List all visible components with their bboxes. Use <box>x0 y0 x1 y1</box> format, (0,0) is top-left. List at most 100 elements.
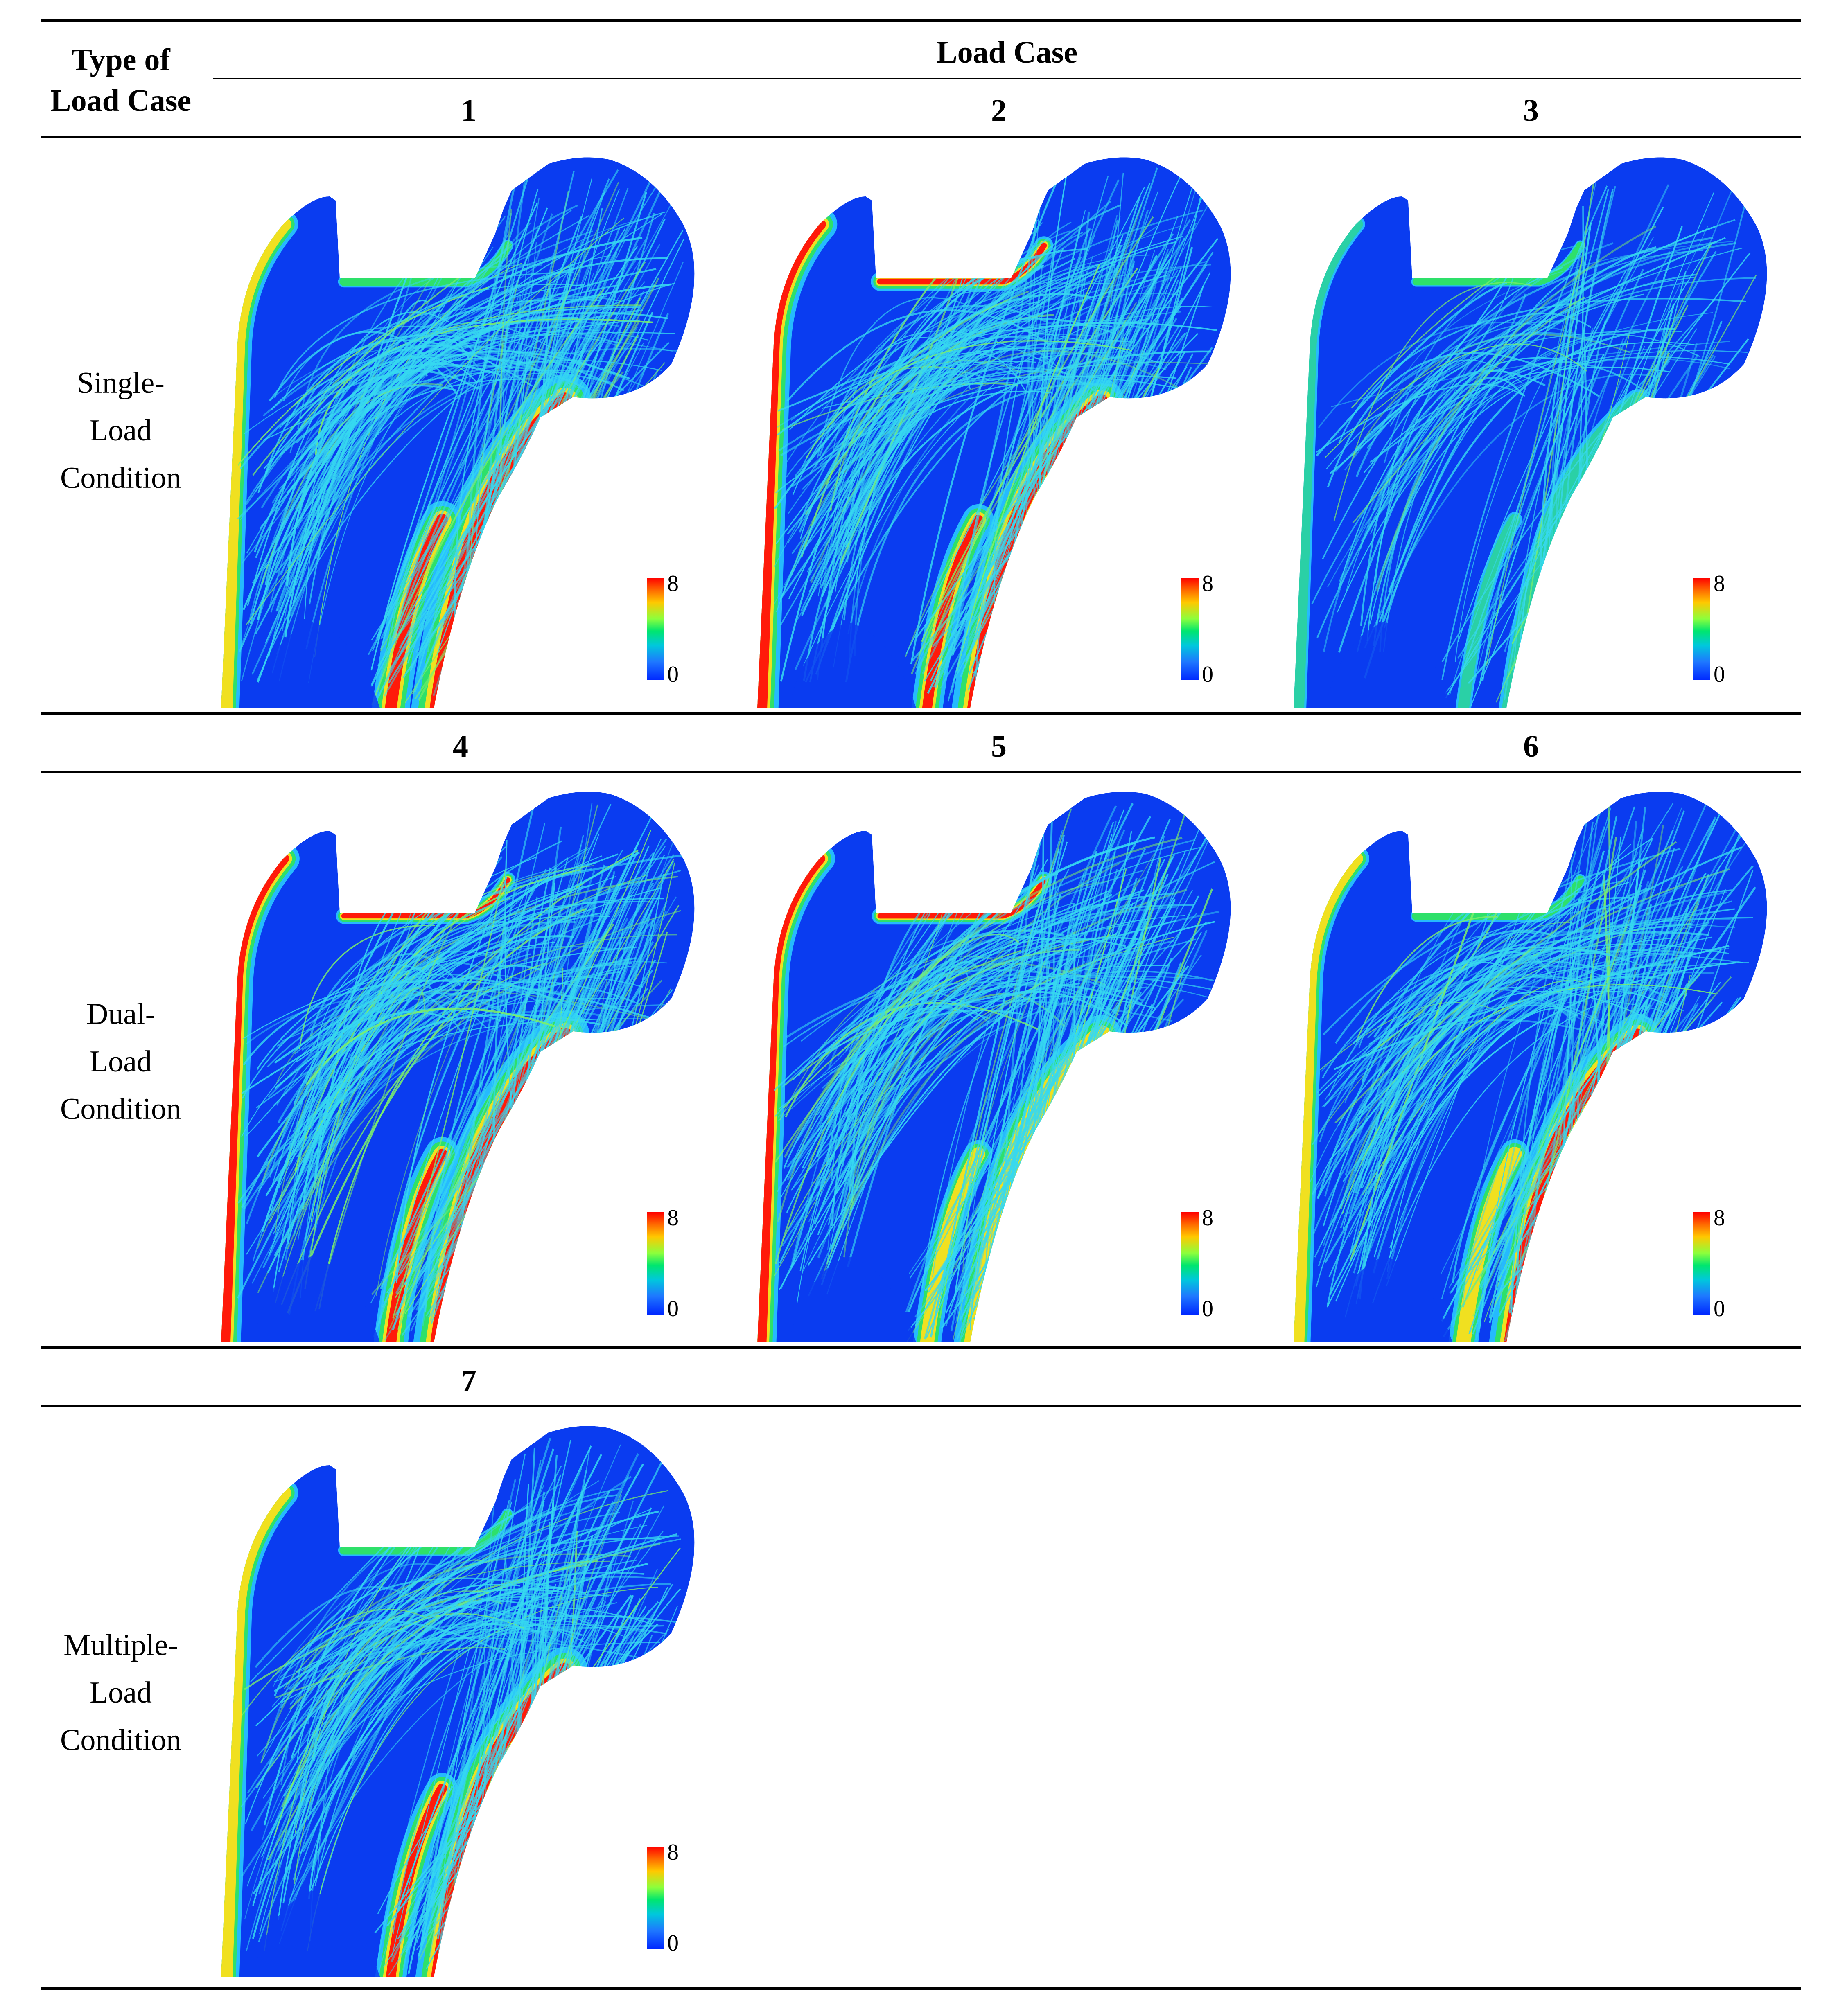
trabecular-line <box>305 861 596 1084</box>
trabecular-line <box>815 348 997 675</box>
trabecular-line <box>241 1476 632 1877</box>
trabecular-line <box>1364 328 1676 679</box>
trabecular-line <box>432 823 546 1311</box>
trabecular-line <box>848 232 1083 524</box>
trabecular-line <box>275 875 646 1303</box>
trabecular-line <box>1379 277 1756 652</box>
trabecular-line <box>271 296 621 674</box>
trabecular-line <box>830 991 1128 1250</box>
trabecular-line <box>1310 1005 1564 1182</box>
case-number-5: 5 <box>991 729 1007 764</box>
trabecular-line <box>1364 374 1661 648</box>
trabecular-line <box>377 1518 505 1960</box>
trabecular-line <box>1376 225 1657 591</box>
trabecular-line <box>1386 278 1514 476</box>
femur-panel-case-5 <box>749 786 1281 1342</box>
trabecular-line <box>537 1637 634 1932</box>
trabecular-line <box>1338 377 1524 653</box>
trabecular-line <box>1370 332 1592 407</box>
colorbar-gradient <box>1181 578 1199 680</box>
trabecular-line <box>808 241 1176 593</box>
trabecular-line <box>422 256 638 672</box>
trabecular-line <box>1340 976 1589 1229</box>
trabecular-line <box>241 1608 428 1716</box>
trabecular-line <box>533 370 659 661</box>
trabecular-line <box>376 207 548 639</box>
row-label-single-load: Single- Load Condition <box>41 359 201 502</box>
trabecular-line <box>797 230 1070 564</box>
trabecular-line <box>843 949 1081 1258</box>
bottom-rule <box>41 1987 1801 1990</box>
trabecular-line <box>1320 1001 1497 1070</box>
trabecular-line <box>780 376 1106 457</box>
trabecular-line <box>817 297 966 458</box>
femur-panel-case-3 <box>1285 151 1818 708</box>
trabecular-line <box>1388 246 1657 592</box>
trabecular-line <box>1498 905 1583 1309</box>
femur-panel-case-2 <box>749 151 1281 708</box>
trabecular-line <box>378 918 519 1325</box>
trabecular-line <box>286 363 501 586</box>
trabecular-line <box>303 1594 611 1852</box>
trabecular-line <box>275 1646 506 1698</box>
trabecular-line <box>303 981 640 1163</box>
trabecular-line <box>955 971 1078 1323</box>
inner-cortex-band <box>384 1784 447 1977</box>
trabecular-line <box>418 1004 560 1277</box>
trabecular-line <box>380 304 597 639</box>
superior-neck-band <box>1412 241 1584 286</box>
trabecular-line <box>417 1463 644 1957</box>
trabecular-line <box>1354 924 1553 1286</box>
trabecular-line <box>774 933 1020 1163</box>
row-label-line: Load <box>89 1045 152 1078</box>
trabecular-line <box>278 1583 521 1920</box>
colorbar-min-label: 0 <box>667 1930 679 1956</box>
case-number-4: 4 <box>453 729 468 764</box>
trabecular-line <box>256 282 675 681</box>
trabecular-line <box>1340 923 1631 1152</box>
medullary-canal <box>250 1891 385 1977</box>
trabecular-line <box>307 1505 594 1725</box>
trabecular-line <box>314 1619 585 1886</box>
femur-section-svg <box>221 157 695 708</box>
trabecular-line <box>1518 354 1605 689</box>
trabecular-line <box>829 291 1029 512</box>
trabecular-line <box>777 953 1134 1192</box>
trabecular-line <box>252 1510 659 1939</box>
trabecular-line <box>950 179 1120 651</box>
trabecular-line <box>1329 933 1512 1295</box>
colorbar-case-2: 8 0 <box>1181 572 1213 686</box>
trabecular-line <box>1352 931 1709 1044</box>
trabecular-line <box>297 264 542 429</box>
corner-header-line1: Type of <box>71 43 170 77</box>
trabecular-line <box>1357 274 1696 652</box>
trabecular-line <box>243 327 649 435</box>
trabecular-line <box>1486 261 1583 667</box>
trabecular-line <box>388 325 524 648</box>
trabecular-line <box>847 275 1176 634</box>
trabecular-line <box>1353 869 1627 1274</box>
case-number-6: 6 <box>1523 729 1539 764</box>
trabecular-line <box>274 1613 525 1836</box>
trabecular-line <box>1528 806 1590 1286</box>
trabecular-line <box>833 977 1156 1231</box>
trabecular-line <box>1462 839 1653 1308</box>
colorbar-gradient <box>1181 1212 1199 1315</box>
trabecular-line <box>801 870 1144 1042</box>
femur-section-svg <box>757 157 1231 708</box>
trabecular-line <box>817 975 1211 1115</box>
trabecular-line <box>1328 889 1732 1277</box>
femur-panel-case-1 <box>213 151 745 708</box>
trabecular-line <box>298 1596 591 1716</box>
trabecular-line <box>975 215 1121 636</box>
trabecular-line <box>1518 807 1612 1295</box>
lateral-cortex-band <box>221 217 291 708</box>
trabecular-line <box>953 853 1155 1275</box>
medullary-canal <box>786 622 921 708</box>
trabecular-line <box>271 898 664 1211</box>
trabecular-line <box>1479 810 1685 1288</box>
colorbar-max-label: 8 <box>1202 571 1213 596</box>
trabecular-line <box>781 915 1185 1197</box>
trabecular-line <box>817 352 1167 681</box>
trabecular-line <box>262 348 680 604</box>
